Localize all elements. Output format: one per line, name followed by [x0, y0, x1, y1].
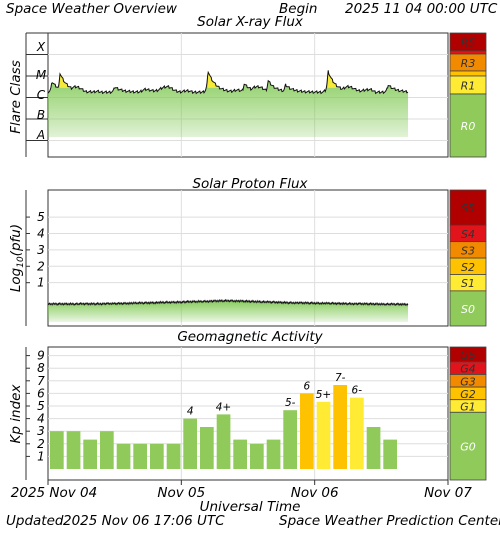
proton-flux-line [47, 298, 409, 307]
proton-scale-label: S1 [461, 277, 475, 290]
panel-title-1: Solar X-ray Flux [197, 14, 304, 30]
kp-scale-label: G1 [460, 401, 476, 414]
xray-flare-highlight [327, 70, 339, 88]
kp-tick-label: 6 [37, 386, 45, 400]
xray-scale-cell [449, 93, 487, 158]
kp-scale-label: G5 [460, 349, 476, 362]
updated-label: Updated [6, 513, 64, 529]
kp-bar [333, 385, 347, 469]
xray-flare-highlight [207, 70, 219, 88]
kp-ylabel: Kp index [8, 384, 24, 444]
kp-bar [300, 393, 314, 469]
kp-tick-label: 1 [37, 449, 45, 463]
kp-bar [383, 439, 397, 469]
xray-class-tick: B [37, 108, 45, 122]
kp-bar [100, 431, 114, 469]
credit-text: Space Weather Prediction Center [279, 513, 500, 529]
kp-tick-label: 2 [37, 437, 45, 451]
proton-scale-label: S5 [461, 202, 475, 215]
xray-class-tick: C [37, 88, 46, 102]
kp-bar-label: 7- [335, 372, 346, 384]
xray-flux-line [47, 70, 409, 95]
time-tick-label: Nov 07 [424, 485, 472, 501]
time-tick-label: 2025 Nov 04 [11, 485, 97, 501]
proton-ylabel: Log10(pfu) [8, 224, 26, 292]
proton-tick-label: 4 [37, 226, 45, 240]
time-axis-label: Universal Time [200, 499, 301, 515]
xray-scale-cell [449, 50, 487, 55]
page-title: Space Weather Overview [6, 1, 177, 17]
kp-tick-label: 3 [37, 424, 45, 438]
kp-scale-label: G2 [460, 388, 476, 401]
kp-bar [183, 418, 197, 469]
xray-flux-fill [48, 70, 408, 157]
proton-scale-label: S3 [461, 244, 475, 257]
kp-bar-label: 4 [187, 406, 194, 418]
proton-tick-label: 5 [37, 210, 45, 224]
xray-scale-cell [449, 70, 487, 77]
kp-bar-label: 4+ [216, 401, 231, 413]
kp-bar [250, 443, 264, 469]
plot-frame-3 [47, 346, 449, 481]
kp-bar [366, 427, 381, 469]
kp-bar [283, 410, 297, 469]
kp-bar [50, 431, 64, 469]
proton-tick-label: 3 [37, 243, 45, 257]
time-tick-label: Nov 05 [157, 485, 205, 501]
proton-scale-cell [449, 189, 487, 226]
proton-scale-label: S0 [461, 303, 475, 316]
proton-tick-label: 2 [37, 259, 45, 273]
kp-bar-label: 5+ [316, 389, 331, 401]
proton-scale-cell [449, 290, 487, 327]
kp-scale-label: G3 [460, 375, 476, 388]
kp-scale-cell [449, 411, 487, 481]
kp-bar [166, 443, 181, 469]
kp-bar-label: 6- [352, 385, 363, 397]
kp-bar [66, 431, 81, 469]
xray-scale-label: R1 [461, 80, 476, 93]
xray-class-tick: A [36, 128, 45, 142]
kp-bar [200, 427, 214, 469]
panel-title-3: Geomagnetic Activity [177, 329, 323, 345]
xray-scale-label: R3 [461, 57, 476, 70]
kp-bar [133, 443, 147, 469]
panel-title-2: Solar Proton Flux [192, 176, 308, 192]
kp-tick-label: 5 [37, 399, 45, 413]
kp-bar [266, 439, 281, 469]
begin-label: Begin [279, 1, 318, 17]
kp-bar [316, 401, 331, 469]
kp-bar-label: 6 [303, 380, 310, 392]
time-tick-label: Nov 06 [291, 485, 339, 501]
proton-scale-label: S2 [461, 261, 475, 274]
xray-class-tick: X [36, 40, 46, 54]
xray-scale-label: R5 [461, 37, 476, 50]
kp-bar [150, 443, 164, 469]
proton-tick-label: 1 [37, 276, 45, 290]
xray-scale-label: R0 [461, 120, 476, 133]
kp-bar [216, 414, 231, 469]
kp-bar [233, 439, 247, 469]
begin-time: 2025 11 04 00:00 UTC [345, 1, 498, 17]
kp-tick-label: 8 [37, 361, 45, 375]
xray-flare-highlight [59, 72, 71, 88]
kp-scale-label: G0 [460, 441, 476, 454]
xray-ylabel: Flare Class [8, 60, 24, 133]
proton-scale-label: S4 [461, 228, 475, 241]
kp-bar [350, 397, 364, 469]
updated-time: 2025 Nov 06 17:06 UTC [63, 513, 225, 529]
kp-bar [116, 443, 131, 469]
kp-tick-label: 9 [37, 349, 45, 363]
kp-bar-label: 5- [285, 397, 296, 409]
kp-bar [83, 439, 97, 469]
xray-class-tick: M [36, 68, 47, 82]
proton-flux-fill [48, 299, 408, 326]
kp-scale-label: G4 [460, 363, 476, 376]
kp-tick-label: 7 [37, 374, 45, 388]
kp-tick-label: 4 [37, 412, 45, 426]
